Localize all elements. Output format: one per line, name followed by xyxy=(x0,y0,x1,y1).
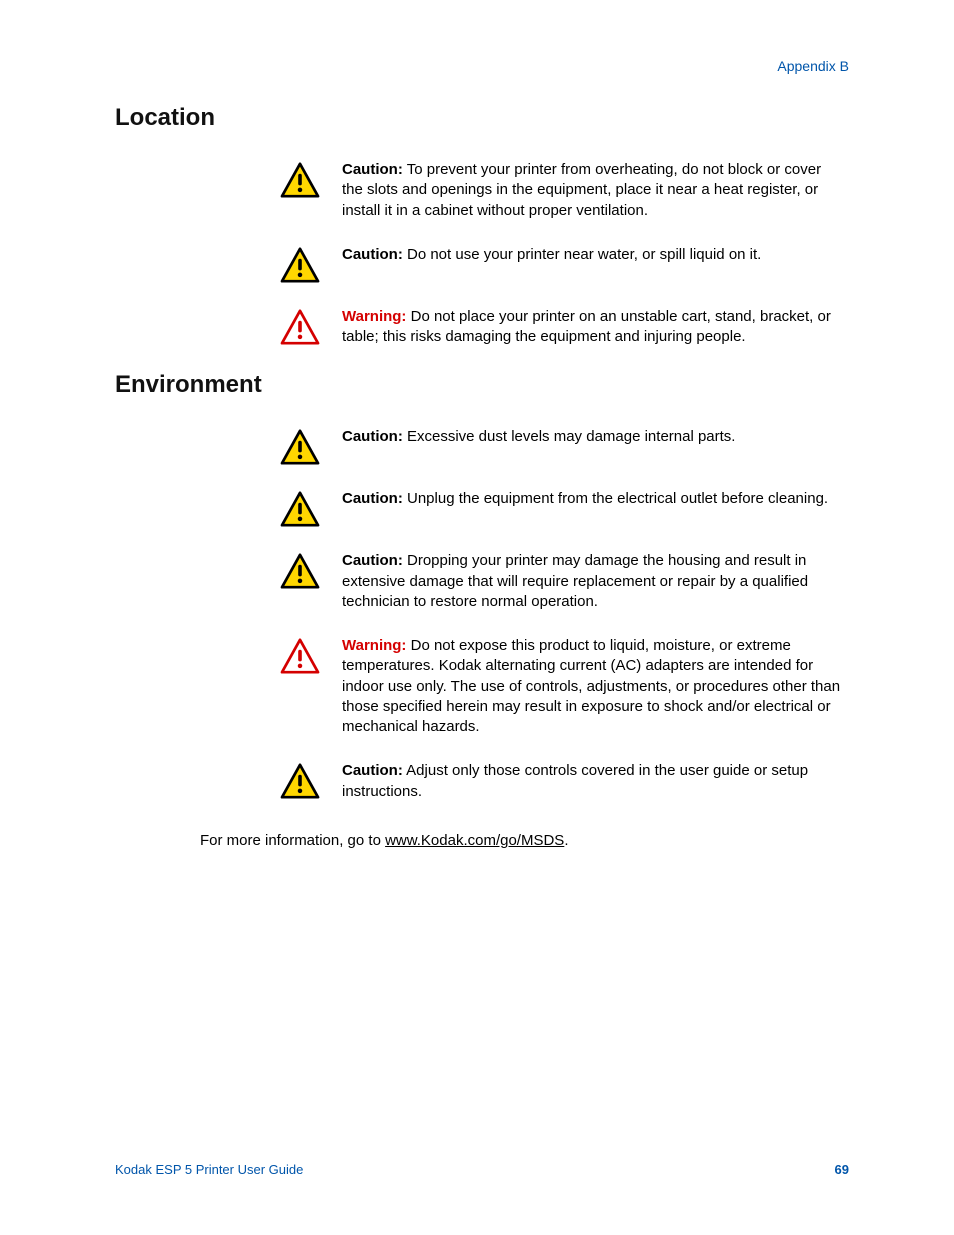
warning-callout: Warning: Do not expose this product to l… xyxy=(280,636,849,737)
caution-icon xyxy=(280,551,320,589)
footer-guide: Kodak ESP 5 Printer User Guide xyxy=(115,1162,303,1177)
callout-label: Warning: xyxy=(342,308,406,325)
callout-body: Unplug the equipment from the electrical… xyxy=(403,490,828,507)
callout-label: Warning: xyxy=(342,637,406,654)
section-heading: Environment xyxy=(115,371,849,399)
caution-triangle-icon xyxy=(280,553,320,589)
caution-triangle-icon xyxy=(280,429,320,465)
callout-body: Excessive dust levels may damage interna… xyxy=(403,428,736,445)
callout-label: Caution: xyxy=(342,552,403,569)
callout-text: Caution: To prevent your printer from ov… xyxy=(342,160,842,221)
callout-text: Caution: Dropping your printer may damag… xyxy=(342,551,842,612)
appendix-label: Appendix B xyxy=(777,58,849,74)
more-info-line: For more information, go to www.Kodak.co… xyxy=(200,832,849,849)
callout-text: Caution: Unplug the equipment from the e… xyxy=(342,489,828,509)
caution-triangle-icon xyxy=(280,763,320,799)
caution-triangle-icon xyxy=(280,162,320,198)
caution-callout: Caution: To prevent your printer from ov… xyxy=(280,160,849,221)
page-footer: Kodak ESP 5 Printer User Guide 69 xyxy=(115,1162,849,1177)
more-info-link[interactable]: www.Kodak.com/go/MSDS xyxy=(385,832,564,849)
caution-callout: Caution: Do not use your printer near wa… xyxy=(280,245,849,283)
callout-text: Caution: Do not use your printer near wa… xyxy=(342,245,761,265)
callout-body: Adjust only those controls covered in th… xyxy=(342,762,808,799)
caution-icon xyxy=(280,245,320,283)
callout-label: Caution: xyxy=(342,161,403,178)
callout-text: Warning: Do not place your printer on an… xyxy=(342,307,842,348)
header-appendix: Appendix B xyxy=(115,58,849,74)
warning-icon xyxy=(280,307,320,345)
caution-callout: Caution: Unplug the equipment from the e… xyxy=(280,489,849,527)
callout-label: Caution: xyxy=(342,428,403,445)
caution-icon xyxy=(280,427,320,465)
callout-body: Do not expose this product to liquid, mo… xyxy=(342,637,840,735)
callout-text: Caution: Excessive dust levels may damag… xyxy=(342,427,735,447)
footer-page-number: 69 xyxy=(835,1162,849,1177)
callout-label: Caution: xyxy=(342,490,403,507)
callout-text: Warning: Do not expose this product to l… xyxy=(342,636,842,737)
more-info-suffix: . xyxy=(564,832,568,849)
callout-label: Caution: xyxy=(342,246,403,263)
section-heading: Location xyxy=(115,104,849,132)
caution-callout: Caution: Excessive dust levels may damag… xyxy=(280,427,849,465)
callout-body: Dropping your printer may damage the hou… xyxy=(342,552,808,610)
caution-icon xyxy=(280,160,320,198)
callout-body: To prevent your printer from overheating… xyxy=(342,161,821,219)
warning-icon xyxy=(280,636,320,674)
callout-body: Do not place your printer on an unstable… xyxy=(342,308,831,345)
caution-icon xyxy=(280,489,320,527)
warning-callout: Warning: Do not place your printer on an… xyxy=(280,307,849,348)
warning-triangle-icon xyxy=(280,309,320,345)
callout-label: Caution: xyxy=(342,762,403,779)
callout-body: Do not use your printer near water, or s… xyxy=(403,246,762,263)
caution-icon xyxy=(280,761,320,799)
more-info-prefix: For more information, go to xyxy=(200,832,385,849)
caution-callout: Caution: Adjust only those controls cove… xyxy=(280,761,849,802)
warning-triangle-icon xyxy=(280,638,320,674)
callout-text: Caution: Adjust only those controls cove… xyxy=(342,761,842,802)
caution-triangle-icon xyxy=(280,247,320,283)
caution-callout: Caution: Dropping your printer may damag… xyxy=(280,551,849,612)
caution-triangle-icon xyxy=(280,491,320,527)
